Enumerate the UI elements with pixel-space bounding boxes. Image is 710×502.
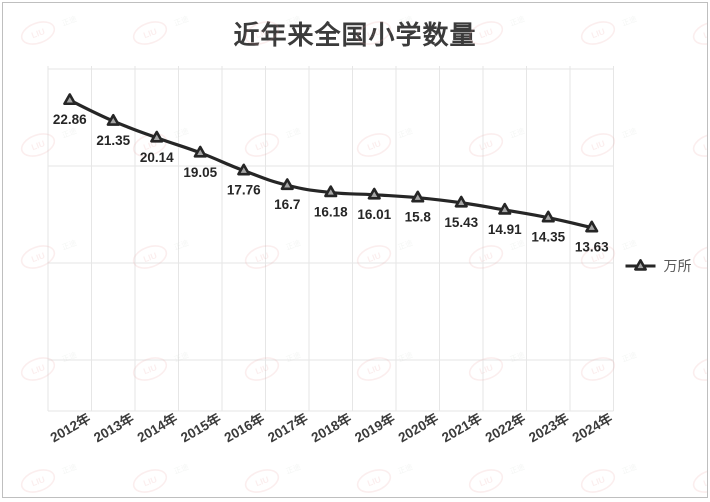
svg-text:正途: 正途: [508, 13, 526, 28]
svg-text:LIU: LIU: [30, 362, 46, 376]
svg-text:正途: 正途: [284, 13, 302, 28]
svg-text:正途: 正途: [620, 349, 638, 364]
svg-text:14.91: 14.91: [488, 222, 522, 237]
svg-text:正途: 正途: [60, 237, 78, 252]
svg-text:2016年: 2016年: [221, 409, 267, 445]
svg-text:正途: 正途: [60, 461, 78, 476]
svg-text:正途: 正途: [620, 237, 638, 252]
svg-text:2018年: 2018年: [308, 409, 354, 445]
svg-text:LIU: LIU: [142, 250, 158, 264]
svg-text:2014年: 2014年: [134, 409, 180, 445]
svg-text:2021年: 2021年: [439, 409, 485, 445]
svg-text:正途: 正途: [172, 461, 190, 476]
svg-text:LIU: LIU: [590, 26, 606, 40]
svg-text:LIU: LIU: [30, 26, 46, 40]
svg-text:正途: 正途: [284, 125, 302, 140]
svg-text:正途: 正途: [508, 125, 526, 140]
svg-text:LIU: LIU: [142, 26, 158, 40]
svg-text:正途: 正途: [60, 13, 78, 28]
svg-text:LIU: LIU: [702, 138, 708, 152]
svg-text:正途: 正途: [172, 237, 190, 252]
svg-text:万所: 万所: [664, 258, 692, 274]
svg-text:2022年: 2022年: [482, 409, 528, 445]
svg-text:正途: 正途: [396, 13, 414, 28]
svg-text:LIU: LIU: [478, 138, 494, 152]
svg-text:正途: 正途: [396, 237, 414, 252]
svg-text:LIU: LIU: [366, 474, 382, 488]
svg-text:21.35: 21.35: [96, 133, 130, 148]
svg-text:正途: 正途: [620, 13, 638, 28]
svg-text:13.63: 13.63: [575, 240, 609, 255]
svg-text:正途: 正途: [620, 461, 638, 476]
svg-text:正途: 正途: [396, 349, 414, 364]
svg-text:LIU: LIU: [254, 250, 270, 264]
svg-text:正途: 正途: [172, 13, 190, 28]
svg-text:LIU: LIU: [254, 26, 270, 40]
svg-text:LIU: LIU: [30, 474, 46, 488]
svg-text:14.35: 14.35: [531, 230, 565, 245]
svg-text:19.05: 19.05: [183, 165, 217, 180]
svg-text:正途: 正途: [508, 349, 526, 364]
svg-text:2019年: 2019年: [352, 409, 398, 445]
svg-text:正途: 正途: [508, 237, 526, 252]
svg-text:LIU: LIU: [30, 250, 46, 264]
svg-text:LIU: LIU: [478, 250, 494, 264]
svg-text:LIU: LIU: [702, 362, 708, 376]
svg-text:LIU: LIU: [478, 362, 494, 376]
svg-text:LIU: LIU: [590, 362, 606, 376]
svg-text:正途: 正途: [284, 349, 302, 364]
svg-text:LIU: LIU: [142, 362, 158, 376]
svg-text:2013年: 2013年: [91, 409, 137, 445]
svg-text:2020年: 2020年: [395, 409, 441, 445]
svg-text:LIU: LIU: [366, 362, 382, 376]
svg-text:正途: 正途: [60, 349, 78, 364]
svg-text:LIU: LIU: [590, 474, 606, 488]
svg-text:2023年: 2023年: [526, 409, 572, 445]
svg-text:正途: 正途: [620, 125, 638, 140]
svg-text:LIU: LIU: [366, 250, 382, 264]
svg-text:正途: 正途: [60, 125, 78, 140]
svg-text:正途: 正途: [172, 125, 190, 140]
svg-text:LIU: LIU: [702, 250, 708, 264]
svg-text:LIU: LIU: [702, 26, 708, 40]
svg-text:LIU: LIU: [366, 138, 382, 152]
svg-text:LIU: LIU: [254, 474, 270, 488]
svg-text:LIU: LIU: [142, 474, 158, 488]
svg-text:正途: 正途: [396, 125, 414, 140]
svg-text:2024年: 2024年: [569, 409, 615, 445]
svg-text:2015年: 2015年: [178, 409, 224, 445]
svg-text:正途: 正途: [172, 349, 190, 364]
svg-text:2012年: 2012年: [47, 409, 93, 445]
svg-text:LIU: LIU: [366, 26, 382, 40]
svg-text:正途: 正途: [284, 237, 302, 252]
svg-text:LIU: LIU: [30, 138, 46, 152]
svg-text:LIU: LIU: [254, 362, 270, 376]
svg-text:正途: 正途: [396, 461, 414, 476]
svg-text:16.7: 16.7: [274, 197, 300, 212]
svg-text:17.76: 17.76: [227, 183, 261, 198]
svg-text:LIU: LIU: [478, 474, 494, 488]
svg-text:正途: 正途: [508, 461, 526, 476]
svg-text:20.14: 20.14: [140, 150, 174, 165]
svg-text:15.8: 15.8: [405, 210, 432, 225]
svg-text:22.86: 22.86: [53, 112, 87, 127]
svg-text:16.01: 16.01: [357, 207, 391, 222]
svg-text:LIU: LIU: [590, 138, 606, 152]
svg-text:LIU: LIU: [478, 26, 494, 40]
svg-text:LIU: LIU: [254, 138, 270, 152]
svg-text:16.18: 16.18: [314, 204, 348, 219]
svg-text:2017年: 2017年: [265, 409, 311, 445]
svg-text:LIU: LIU: [702, 474, 708, 488]
svg-text:正途: 正途: [284, 461, 302, 476]
svg-text:15.43: 15.43: [444, 215, 478, 230]
